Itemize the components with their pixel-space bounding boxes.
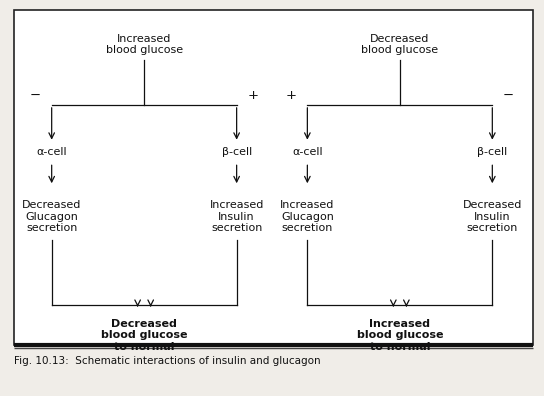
Text: Increased
blood glucose
to normal: Increased blood glucose to normal (356, 319, 443, 352)
Text: β-cell: β-cell (221, 147, 252, 158)
Text: −: − (30, 89, 41, 102)
Text: Fig. 10.13:  Schematic interactions of insulin and glucagon: Fig. 10.13: Schematic interactions of in… (14, 356, 320, 366)
Text: β-cell: β-cell (477, 147, 508, 158)
Text: α-cell: α-cell (36, 147, 67, 158)
Text: Increased
Insulin
secretion: Increased Insulin secretion (209, 200, 264, 233)
Text: +: + (248, 89, 258, 102)
Text: +: + (286, 89, 296, 102)
Text: Increased
Glucagon
secretion: Increased Glucagon secretion (280, 200, 335, 233)
Text: α-cell: α-cell (292, 147, 323, 158)
Text: Decreased
Glucagon
secretion: Decreased Glucagon secretion (22, 200, 82, 233)
Text: −: − (503, 89, 514, 102)
Text: Decreased
blood glucose: Decreased blood glucose (361, 34, 438, 55)
Text: Decreased
Insulin
secretion: Decreased Insulin secretion (462, 200, 522, 233)
FancyBboxPatch shape (14, 10, 533, 345)
Text: Increased
blood glucose: Increased blood glucose (106, 34, 183, 55)
Text: Decreased
blood glucose
to normal: Decreased blood glucose to normal (101, 319, 188, 352)
